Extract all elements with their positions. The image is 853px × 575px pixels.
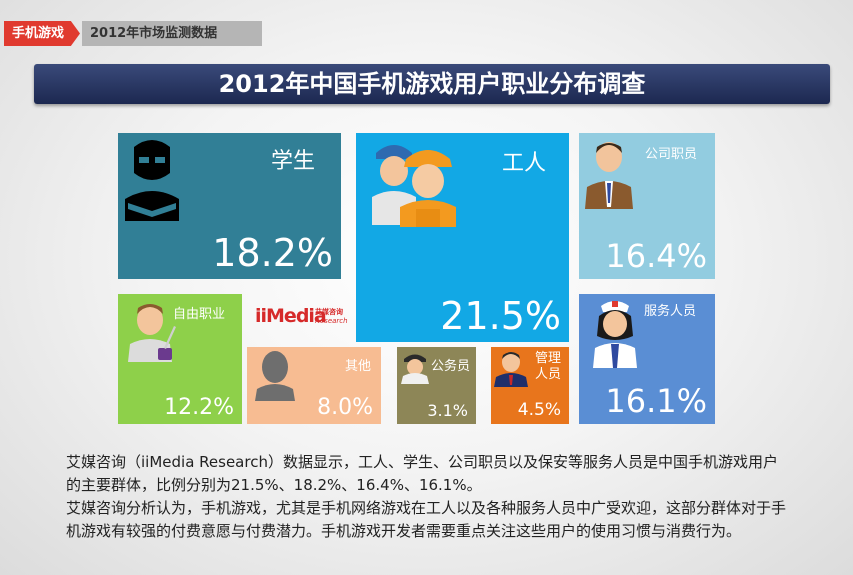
- businessman-icon: [585, 142, 633, 209]
- category-tag: 手机游戏: [4, 21, 80, 46]
- label-civil-servant: 公务员: [431, 359, 471, 374]
- pct-service-staff: 16.1%: [605, 382, 707, 420]
- label-worker: 工人: [502, 151, 547, 176]
- logo-cn: 艾媒咨询: [315, 308, 343, 316]
- pct-office-clerk: 16.4%: [605, 237, 707, 275]
- label-service-staff: 服务人员: [644, 304, 697, 319]
- tile-office-clerk: 公司职员 16.4%: [579, 133, 715, 279]
- nurse-icon: [593, 301, 637, 368]
- label-freelancer: 自由职业: [173, 307, 226, 322]
- pct-manager: 4.5%: [517, 400, 561, 420]
- silhouette-icon: [255, 351, 295, 401]
- reader-icon: [125, 140, 179, 221]
- pct-freelancer: 12.2%: [164, 395, 234, 420]
- tile-civil-servant: 公务员 3.1%: [397, 347, 476, 424]
- label-office-clerk: 公司职员: [645, 147, 698, 162]
- analysis-paragraph-1: 艾媒咨询（iiMedia Research）数据显示，工人、学生、公司职员以及保…: [66, 453, 778, 494]
- tile-freelancer: 自由职业 12.2%: [118, 294, 242, 424]
- manager-icon: [494, 352, 528, 387]
- iimedia-logo: iiMedia 艾媒咨询 Research: [255, 305, 348, 331]
- logo-mark: iiMedia: [255, 305, 327, 327]
- chart-title: 2012年中国手机游戏用户职业分布调查: [34, 64, 830, 104]
- tile-manager: 管理人员 4.5%: [491, 347, 569, 424]
- tile-other: 其他 8.0%: [247, 347, 381, 424]
- pct-civil-servant: 3.1%: [427, 401, 468, 420]
- logo-en: Research: [315, 317, 348, 325]
- tile-worker: 工人 21.5%: [356, 133, 569, 342]
- label-student: 学生: [271, 149, 316, 174]
- tile-service-staff: 服务人员 16.1%: [579, 294, 715, 424]
- analysis-text: 艾媒咨询（iiMedia Research）数据显示，工人、学生、公司职员以及保…: [66, 451, 786, 543]
- tile-student: 学生 18.2%: [118, 133, 341, 279]
- pct-worker: 21.5%: [440, 294, 561, 338]
- label-other: 其他: [345, 359, 372, 374]
- label-manager: 管理人员: [535, 351, 562, 382]
- section-subtitle: 2012年市场监测数据: [82, 21, 262, 46]
- writer-icon: [128, 304, 176, 362]
- pct-other: 8.0%: [317, 395, 373, 420]
- pct-student: 18.2%: [212, 231, 333, 275]
- workers-icon: [372, 145, 456, 227]
- analysis-paragraph-2: 艾媒咨询分析认为，手机游戏，尤其是手机网络游戏在工人以及各种服务人员中广受欢迎，…: [66, 499, 787, 540]
- officer-icon: [401, 354, 429, 384]
